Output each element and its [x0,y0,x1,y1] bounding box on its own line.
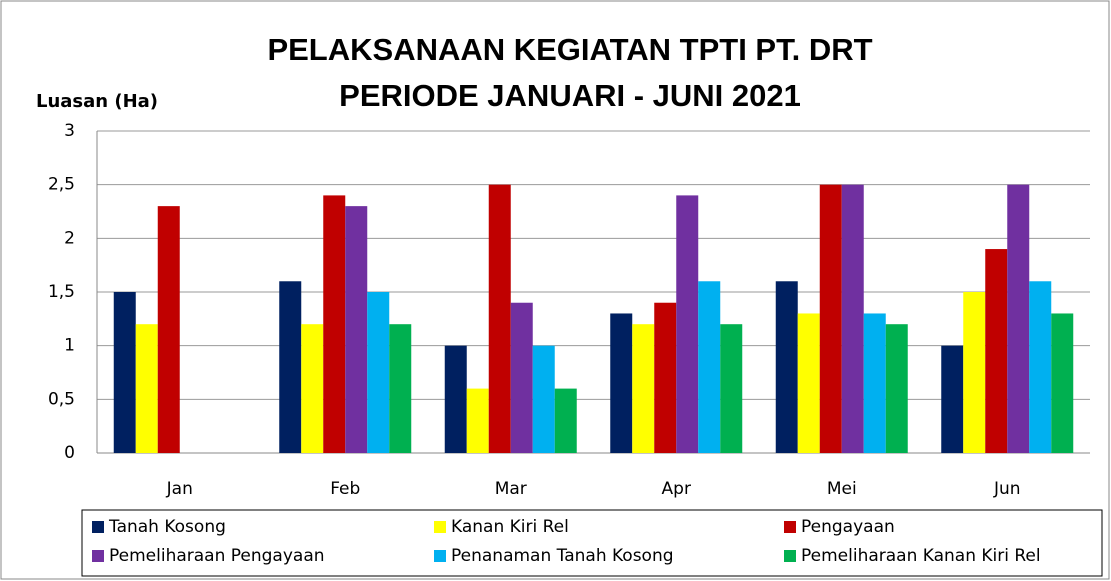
bar [157,206,180,453]
legend-label: Pemeliharaan Kanan Kiri Rel [801,546,1041,566]
bar [135,324,158,453]
bar [698,281,721,453]
bar [797,313,820,453]
bar [532,345,555,453]
bar [488,184,511,453]
x-tick-label: Jan [166,479,193,499]
x-tick-label: Mar [495,479,527,499]
y-tick-label: 0 [64,443,75,463]
bar [841,184,864,453]
bar [885,324,908,453]
legend-swatch [434,550,446,562]
legend-swatch [92,550,104,562]
bar [113,292,136,453]
legend-label: Kanan Kiri Rel [451,517,569,537]
bar [941,345,964,453]
bar [863,313,886,453]
legend-label: Pengayaan [801,517,895,537]
bar [819,184,842,453]
bar [301,324,324,453]
bar [345,206,368,453]
legend-label: Pemeliharaan Pengayaan [109,546,325,566]
bar [466,388,489,453]
bar [985,249,1008,453]
bar [279,281,302,453]
bar [654,302,677,453]
y-tick-label: 1,5 [48,282,75,302]
legend-swatch [784,521,796,533]
bar [554,388,577,453]
x-tick-label: Apr [662,479,691,499]
y-axis-label: Luasan (Ha) [36,91,158,112]
bar [720,324,743,453]
y-tick-label: 1 [64,336,75,356]
y-tick-label: 3 [64,121,75,141]
legend-swatch [92,521,104,533]
bar [510,302,533,453]
legend-label: Tanah Kosong [108,517,226,537]
bar [323,195,346,453]
legend-label: Penanaman Tanah Kosong [451,546,674,566]
x-tick-label: Jun [993,479,1021,499]
legend-swatch [434,521,446,533]
bar [1029,281,1052,453]
x-tick-label: Mei [827,479,857,499]
chart-title: PERIODE JANUARI - JUNI 2021 [339,78,801,113]
bar [676,195,699,453]
y-tick-label: 2,5 [48,175,75,195]
bar [1007,184,1030,453]
bar [632,324,655,453]
legend-swatch [784,550,796,562]
bar [1051,313,1074,453]
y-tick-label: 2 [64,228,75,248]
legend-box [81,509,1103,577]
bar [963,292,986,453]
bar [444,345,467,453]
x-tick-label: Feb [330,479,360,499]
y-tick-label: 0,5 [48,389,75,409]
bar [610,313,633,453]
bar [775,281,798,453]
chart-title: PELAKSANAAN KEGIATAN TPTI PT. DRT [267,32,872,67]
bar [367,292,390,453]
bar [389,324,412,453]
